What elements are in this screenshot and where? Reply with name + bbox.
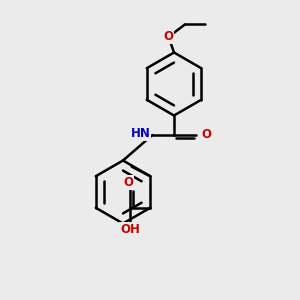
Text: OH: OH: [120, 223, 140, 236]
Text: O: O: [123, 176, 134, 189]
Text: HN: HN: [131, 127, 151, 140]
Text: O: O: [164, 30, 174, 44]
Text: O: O: [201, 128, 211, 142]
